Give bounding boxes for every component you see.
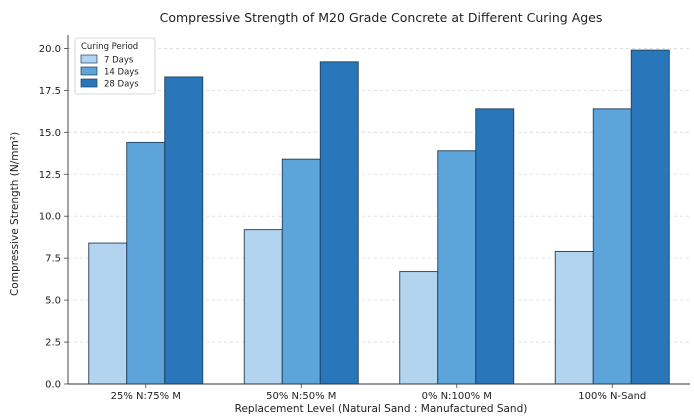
x-axis-title: Replacement Level (Natural Sand : Manufa… — [235, 403, 528, 415]
y-tick-label: 0.0 — [45, 380, 61, 391]
bar-14-days — [126, 141, 166, 385]
chart-title: Compressive Strength of M20 Grade Concre… — [160, 10, 603, 25]
y-tick-label: 15.0 — [39, 128, 61, 139]
axes: 0.0 2.5 5.0 7.5 10.0 12.5 15.0 17.5 20.0 25% N:75… — [39, 35, 690, 402]
x-tick-label: 25% N:75% M — [111, 391, 181, 402]
y-axis-title: Compressive Strength (N/mm²) — [9, 132, 21, 296]
legend-swatch — [80, 66, 98, 76]
legend-label: 7 Days — [104, 56, 134, 66]
bar-7-days — [243, 229, 283, 385]
bar-14-days — [592, 108, 632, 385]
bar-28-days — [164, 76, 204, 385]
y-tick-label: 2.5 — [45, 338, 61, 349]
legend: Curing Period 7 Days 14 Days 28 Days — [74, 37, 156, 95]
bar-7-days — [88, 242, 128, 385]
bars — [88, 49, 670, 385]
bar-28-days — [475, 108, 515, 385]
y-tick-label: 10.0 — [39, 212, 61, 223]
bar-14-days — [437, 150, 477, 385]
y-tick-label: 7.5 — [45, 254, 61, 265]
bar-7-days — [399, 271, 439, 385]
legend-label: 14 Days — [104, 68, 139, 78]
bar-7-days — [554, 250, 594, 385]
y-tick-label: 12.5 — [39, 170, 61, 181]
y-tick-label: 5.0 — [45, 296, 61, 307]
bar-28-days — [319, 61, 359, 385]
x-tick-label: 50% N:50% M — [266, 391, 336, 402]
x-tick-label: 100% N-Sand — [578, 391, 646, 402]
legend-title: Curing Period — [81, 42, 138, 52]
legend-label: 28 Days — [104, 80, 139, 90]
y-tick-label: 17.5 — [39, 86, 61, 97]
bar-14-days — [281, 158, 321, 385]
x-tick-label: 0% N:100% M — [422, 391, 492, 402]
y-tick-label: 20.0 — [39, 44, 61, 55]
legend-swatch — [80, 78, 98, 88]
legend-swatch — [80, 54, 98, 64]
bar-28-days — [630, 49, 670, 385]
